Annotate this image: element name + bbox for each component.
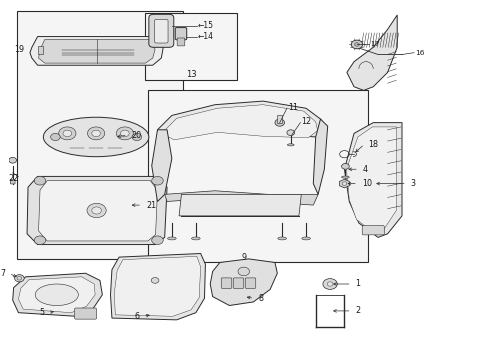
Circle shape [116,127,133,140]
Polygon shape [344,123,401,237]
Text: 2: 2 [355,306,360,315]
FancyBboxPatch shape [233,278,244,288]
Text: 4: 4 [362,165,367,174]
Text: 17: 17 [369,41,379,48]
FancyBboxPatch shape [74,308,97,319]
Circle shape [50,134,60,140]
Polygon shape [346,127,395,233]
FancyBboxPatch shape [175,28,186,40]
FancyBboxPatch shape [221,278,231,288]
Text: ←14: ←14 [197,32,213,41]
Bar [147,90,367,262]
Circle shape [121,130,129,136]
Text: 13: 13 [185,70,196,79]
Ellipse shape [191,237,200,240]
FancyBboxPatch shape [244,278,255,288]
Polygon shape [157,101,325,137]
Text: 5: 5 [39,308,44,317]
Polygon shape [13,273,102,316]
Polygon shape [39,40,155,63]
Circle shape [34,176,46,185]
Circle shape [87,127,104,140]
Polygon shape [19,277,95,313]
Polygon shape [30,37,163,65]
Circle shape [342,182,346,185]
Circle shape [15,275,24,282]
Circle shape [274,119,284,126]
Polygon shape [27,176,167,244]
Circle shape [341,163,348,169]
Ellipse shape [301,237,310,240]
Circle shape [354,42,359,46]
Text: 12: 12 [301,117,311,126]
Circle shape [92,207,101,214]
Bar [18,12,183,259]
Circle shape [326,282,332,286]
Ellipse shape [35,284,78,306]
Circle shape [238,267,249,276]
Circle shape [322,279,337,289]
Text: 1: 1 [355,279,360,288]
Circle shape [59,127,76,140]
Polygon shape [114,256,200,316]
Text: 8: 8 [258,294,263,303]
Text: 11: 11 [287,103,297,112]
Bar [145,13,236,80]
Circle shape [286,130,294,135]
FancyBboxPatch shape [148,14,173,47]
Text: ←15: ←15 [197,21,213,30]
Polygon shape [313,119,327,194]
Circle shape [151,176,163,185]
Circle shape [63,130,72,136]
Ellipse shape [277,237,286,240]
Circle shape [132,134,142,140]
Ellipse shape [341,176,348,178]
Circle shape [9,157,17,163]
Ellipse shape [43,117,148,157]
Polygon shape [151,130,171,202]
Text: 22: 22 [9,174,19,183]
Text: 3: 3 [410,179,415,188]
Polygon shape [179,194,301,216]
Circle shape [350,40,362,49]
Circle shape [151,236,163,244]
Text: 9: 9 [241,253,246,262]
Text: 21: 21 [146,201,156,210]
Text: 10: 10 [361,179,371,188]
FancyBboxPatch shape [10,180,15,184]
Polygon shape [210,259,277,306]
Bar [38,46,43,54]
Circle shape [92,130,100,136]
Polygon shape [164,105,317,140]
Polygon shape [110,253,205,320]
Polygon shape [39,181,157,241]
Text: 20: 20 [131,131,142,140]
Ellipse shape [287,144,293,146]
Ellipse shape [167,237,176,240]
Bar [277,116,282,123]
FancyBboxPatch shape [154,19,168,43]
Polygon shape [346,15,396,90]
Circle shape [34,236,46,244]
FancyBboxPatch shape [177,38,184,46]
Text: 6: 6 [134,312,139,321]
Text: 7: 7 [0,269,5,278]
FancyBboxPatch shape [362,226,384,235]
Circle shape [151,278,159,283]
Circle shape [87,203,106,218]
Text: 19: 19 [15,45,25,54]
Text: 16: 16 [414,50,424,56]
Polygon shape [164,191,318,205]
Text: 18: 18 [367,140,378,149]
